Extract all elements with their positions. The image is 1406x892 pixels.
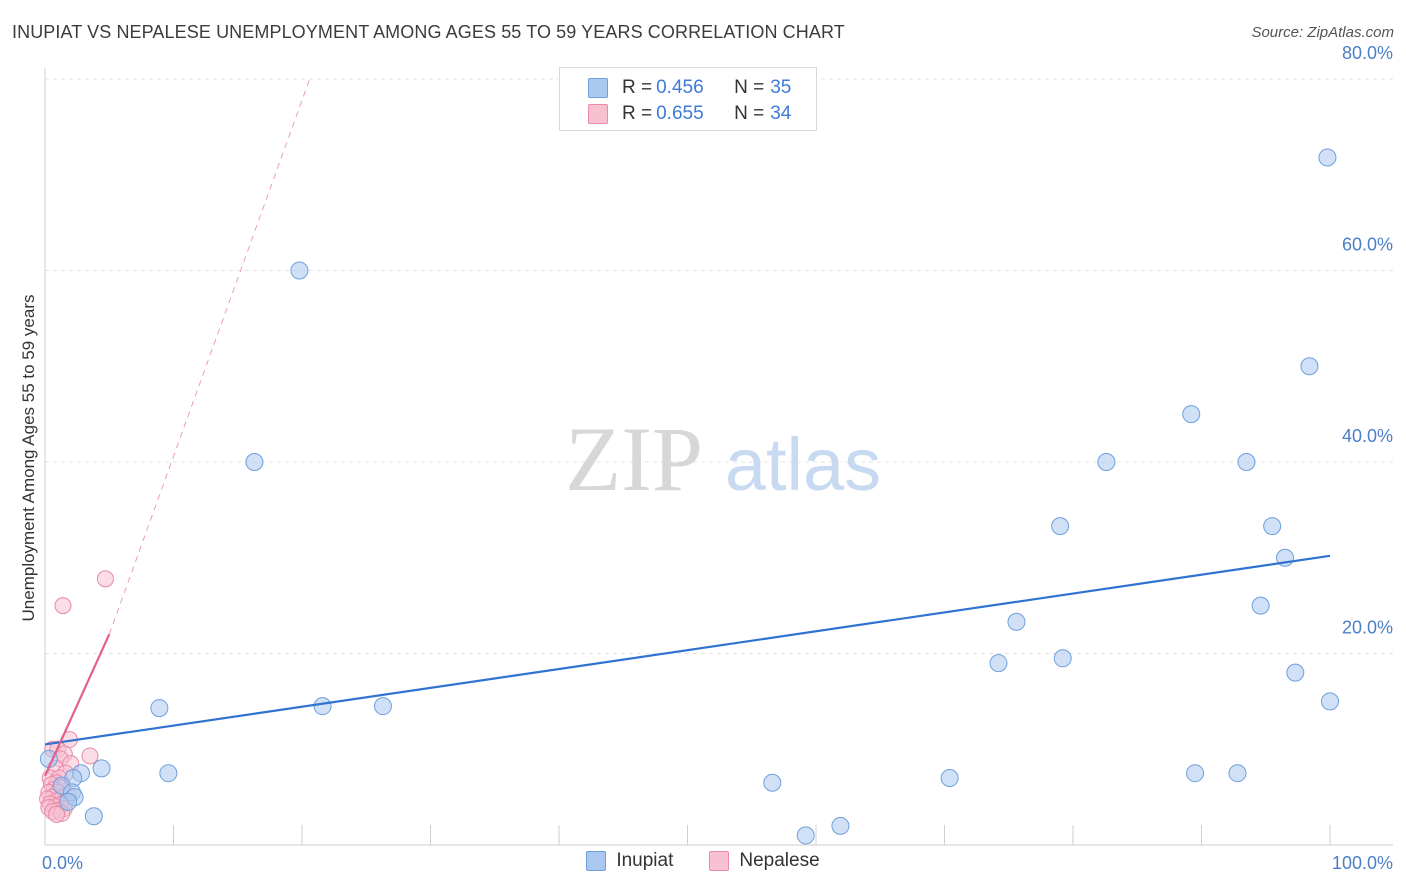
inupiat-point — [1097, 453, 1116, 471]
inupiat-point — [1186, 764, 1205, 783]
nepalese-trend-line — [43, 633, 111, 777]
inupiat-point — [1237, 453, 1256, 471]
y-tick-label: 40.0% — [1342, 426, 1393, 446]
nepalese-point — [96, 570, 114, 588]
inupiat-point — [989, 654, 1008, 673]
r-value: 0.655 — [656, 103, 704, 124]
n-label: N = — [734, 77, 765, 98]
inupiat-point — [59, 792, 78, 811]
watermark-zip: ZIP — [565, 408, 703, 510]
inupiat-point — [831, 816, 850, 835]
axes — [44, 68, 1393, 846]
source-label: Source: ZipAtlas.com — [1251, 24, 1394, 41]
axis-labels: 20.0% 40.0% 60.0% 80.0% 0.0% 100.0% — [42, 43, 1393, 873]
inupiat-point — [150, 699, 169, 718]
x-tick-label-max: 100.0% — [1332, 853, 1393, 873]
correlation-legend: R = 0.456 N = 35 R = 0.655 N = 34 — [559, 67, 817, 131]
r-value: 0.456 — [656, 77, 704, 98]
inupiat-trend-line — [44, 554, 1331, 746]
inupiat-point — [796, 826, 815, 845]
inupiat-swatch — [588, 78, 608, 98]
inupiat-legend-label: Inupiat — [616, 850, 674, 871]
nepalese-swatch — [588, 104, 608, 124]
legend-row-inupiat: R = 0.456 N = 35 — [588, 76, 791, 100]
inupiat-point — [1263, 517, 1282, 536]
inupiat-point — [1300, 357, 1319, 376]
inupiat-point — [1251, 596, 1270, 615]
inupiat-point — [1051, 517, 1070, 536]
y-tick-label: 60.0% — [1342, 235, 1393, 255]
nepalese-point — [81, 747, 99, 765]
data-points — [39, 148, 1339, 845]
watermark: ZIP atlas — [565, 408, 881, 510]
inupiat-point — [373, 697, 392, 716]
nepalese-legend-swatch — [709, 851, 730, 871]
inupiat-point — [763, 773, 782, 792]
inupiat-point — [1286, 663, 1305, 682]
nepalese-legend-label: Nepalese — [739, 850, 820, 871]
n-label: N = — [734, 103, 765, 124]
x-tick-label-min: 0.0% — [42, 853, 83, 873]
y-axis-title: Unemployment Among Ages 55 to 59 years — [19, 295, 38, 622]
y-tick-label: 80.0% — [1342, 43, 1393, 63]
r-label: R = — [622, 77, 653, 98]
inupiat-point — [159, 764, 178, 783]
legend-item-inupiat: Inupiat — [586, 850, 673, 872]
inupiat-point — [1182, 405, 1201, 424]
watermark-atlas: atlas — [725, 423, 881, 506]
inupiat-point — [1321, 692, 1339, 711]
inupiat-point — [1007, 612, 1026, 631]
inupiat-point — [1318, 148, 1337, 167]
chart-title: INUPIAT VS NEPALESE UNEMPLOYMENT AMONG A… — [12, 22, 845, 42]
inupiat-legend-swatch — [586, 851, 607, 871]
inupiat-point — [290, 261, 309, 280]
legend-item-nepalese: Nepalese — [709, 850, 820, 872]
r-label: R = — [622, 103, 653, 124]
inupiat-point — [1228, 764, 1247, 783]
inupiat-point — [92, 759, 111, 778]
n-value: 34 — [770, 103, 792, 124]
inupiat-point — [940, 768, 959, 787]
gridlines — [45, 78, 1393, 654]
inupiat-point — [313, 697, 332, 716]
inupiat-point — [1053, 649, 1072, 668]
inupiat-point — [84, 807, 103, 826]
series-legend: Inupiat Nepalese — [0, 850, 1406, 872]
nepalese-trend-extension — [108, 78, 311, 635]
trend-lines — [43, 78, 1331, 777]
n-value: 35 — [770, 77, 792, 98]
nepalese-point — [54, 597, 72, 615]
nepalese-point — [48, 805, 66, 823]
inupiat-point — [245, 453, 264, 471]
y-tick-label: 20.0% — [1342, 618, 1393, 638]
legend-row-nepalese: R = 0.655 N = 34 — [588, 102, 791, 126]
